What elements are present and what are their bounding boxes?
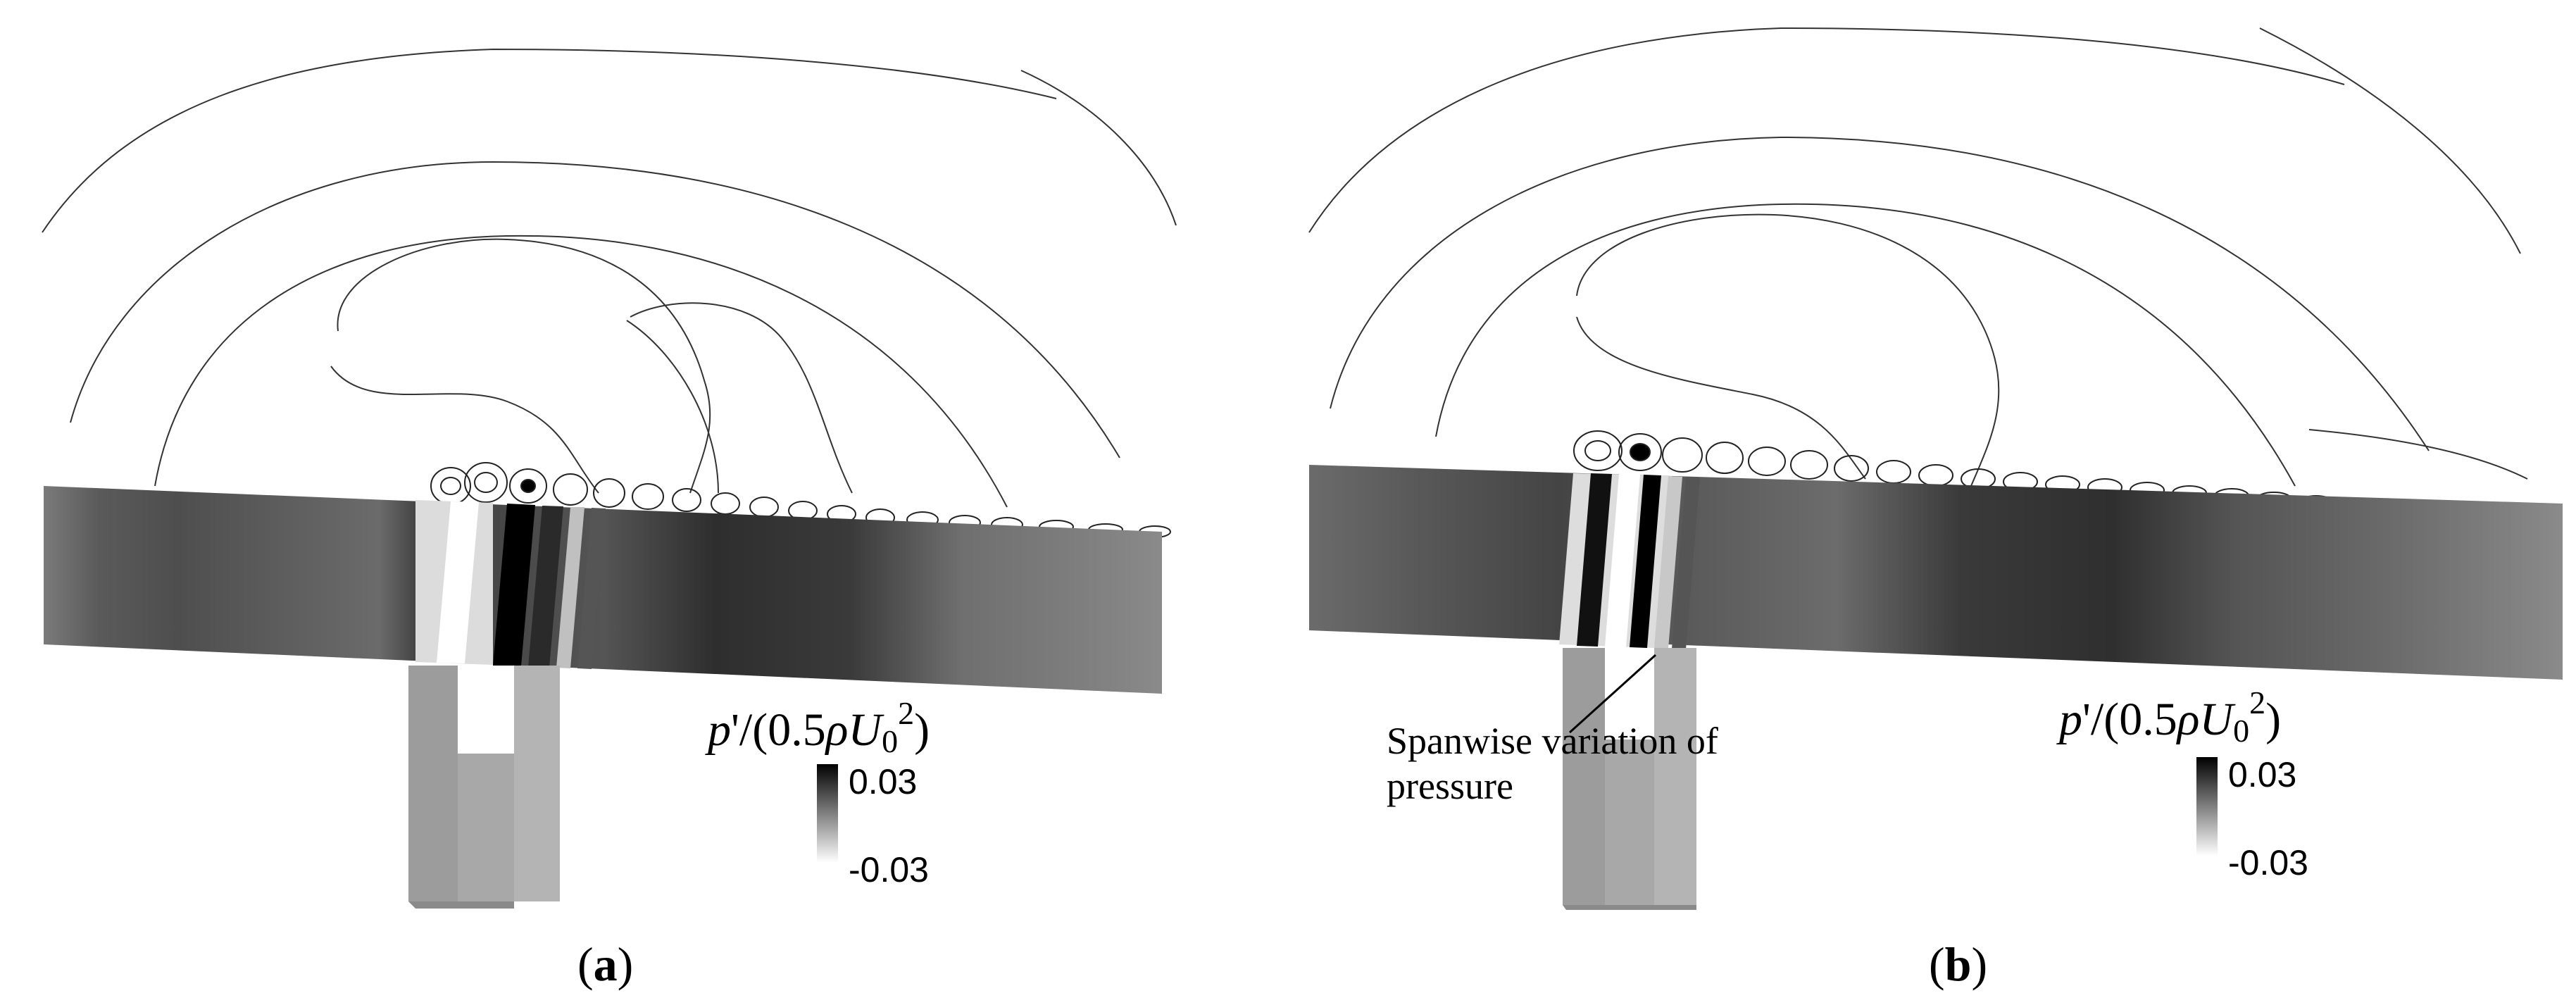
wall-slab bbox=[1309, 465, 2563, 680]
wall-slab bbox=[44, 486, 1162, 694]
contour-arc-4 bbox=[1435, 203, 2296, 487]
colorbar-min-label: -0.03 bbox=[849, 850, 929, 889]
panel-a: p'/(0.5ρU02) 0.03 -0.03 (a) bbox=[42, 48, 1177, 991]
contour-arc-6 bbox=[2308, 429, 2528, 480]
contour-arc-4 bbox=[154, 235, 1008, 508]
contour-arc-5 bbox=[337, 238, 711, 494]
annotation-leader bbox=[1568, 654, 1657, 734]
panel-b: Spanwise variation of pressure p'/(0.5ρU… bbox=[1288, 0, 2576, 1005]
pressure-contours bbox=[1308, 27, 2528, 487]
panel-label: (b) bbox=[1929, 937, 1988, 991]
contour-arc-2 bbox=[2259, 27, 2521, 254]
colorbar-max-label: 0.03 bbox=[849, 762, 918, 801]
annotation-spanwise-variation: Spanwise variation of pressure bbox=[1387, 720, 1718, 807]
contour-hook bbox=[630, 302, 853, 494]
contour-inner-loop bbox=[330, 366, 599, 494]
contour-arc-1 bbox=[42, 48, 1057, 233]
contour-arc-1 bbox=[1308, 27, 2345, 233]
contour-hook-2 bbox=[626, 320, 719, 494]
contour-arc-3 bbox=[70, 161, 1120, 458]
colorbar-title: p'/(0.5ρU02) bbox=[708, 695, 930, 759]
cavity bbox=[408, 666, 560, 909]
colorbar-title: p'/(0.5ρU02) bbox=[2059, 685, 2282, 749]
shear-layer-contours bbox=[430, 462, 1171, 538]
contour-arc-5 bbox=[1576, 213, 2000, 487]
contour-arc-2 bbox=[1020, 70, 1177, 226]
colorbar bbox=[2196, 757, 2218, 856]
cavity bbox=[1563, 648, 1696, 910]
colorbar bbox=[817, 764, 838, 863]
pressure-contours bbox=[42, 48, 1177, 508]
colorbar-max-label: 0.03 bbox=[2228, 755, 2297, 794]
panel-a-graphic bbox=[42, 48, 1177, 909]
contour-inner-loop bbox=[1576, 316, 1866, 480]
panel-b-graphic bbox=[1308, 27, 2563, 910]
colorbar-min-label: -0.03 bbox=[2228, 843, 2308, 882]
panel-label: (a) bbox=[577, 937, 634, 991]
contour-arc-3 bbox=[1330, 136, 2430, 451]
